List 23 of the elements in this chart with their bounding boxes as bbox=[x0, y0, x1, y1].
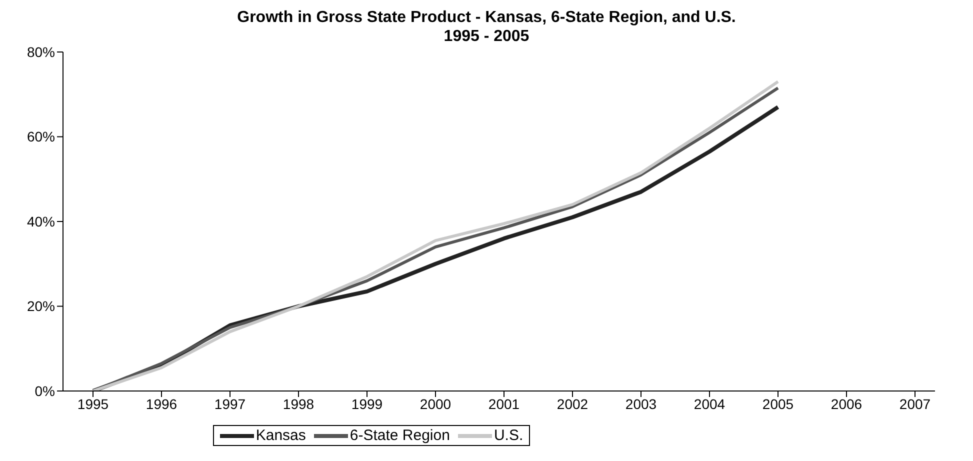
x-tick-label: 1996 bbox=[146, 396, 178, 412]
legend-label: U.S. bbox=[492, 427, 524, 444]
y-tick-label: 80% bbox=[26, 44, 55, 60]
x-tick-label: 2000 bbox=[420, 396, 452, 412]
x-tick-label: 2003 bbox=[625, 396, 657, 412]
y-tick-label: 60% bbox=[26, 128, 55, 145]
x-tick-label: 2006 bbox=[830, 396, 862, 412]
y-tick-label: 0% bbox=[34, 382, 55, 399]
x-tick-label: 1995 bbox=[77, 396, 109, 412]
chart-subtitle: 1995 - 2005 bbox=[444, 28, 530, 45]
chart-title: Growth in Gross State Product - Kansas, 6-State Region, and U.S. bbox=[236, 8, 737, 27]
x-tick-label: 2001 bbox=[488, 396, 520, 412]
x-tick-label: 1997 bbox=[214, 396, 246, 412]
x-tick-label: 2007 bbox=[899, 396, 931, 412]
y-tick-label: 40% bbox=[26, 213, 55, 230]
y-tick-label: 20% bbox=[26, 298, 55, 314]
x-tick-label: 2005 bbox=[762, 396, 794, 412]
x-tick-label: 1998 bbox=[282, 396, 314, 412]
legend-label: Kansas bbox=[254, 427, 306, 444]
legend-label: 6-State Region bbox=[348, 427, 450, 444]
x-tick-label: 2004 bbox=[694, 396, 726, 412]
x-tick-label: 1999 bbox=[351, 396, 383, 412]
x-tick-label: 2002 bbox=[556, 396, 588, 412]
